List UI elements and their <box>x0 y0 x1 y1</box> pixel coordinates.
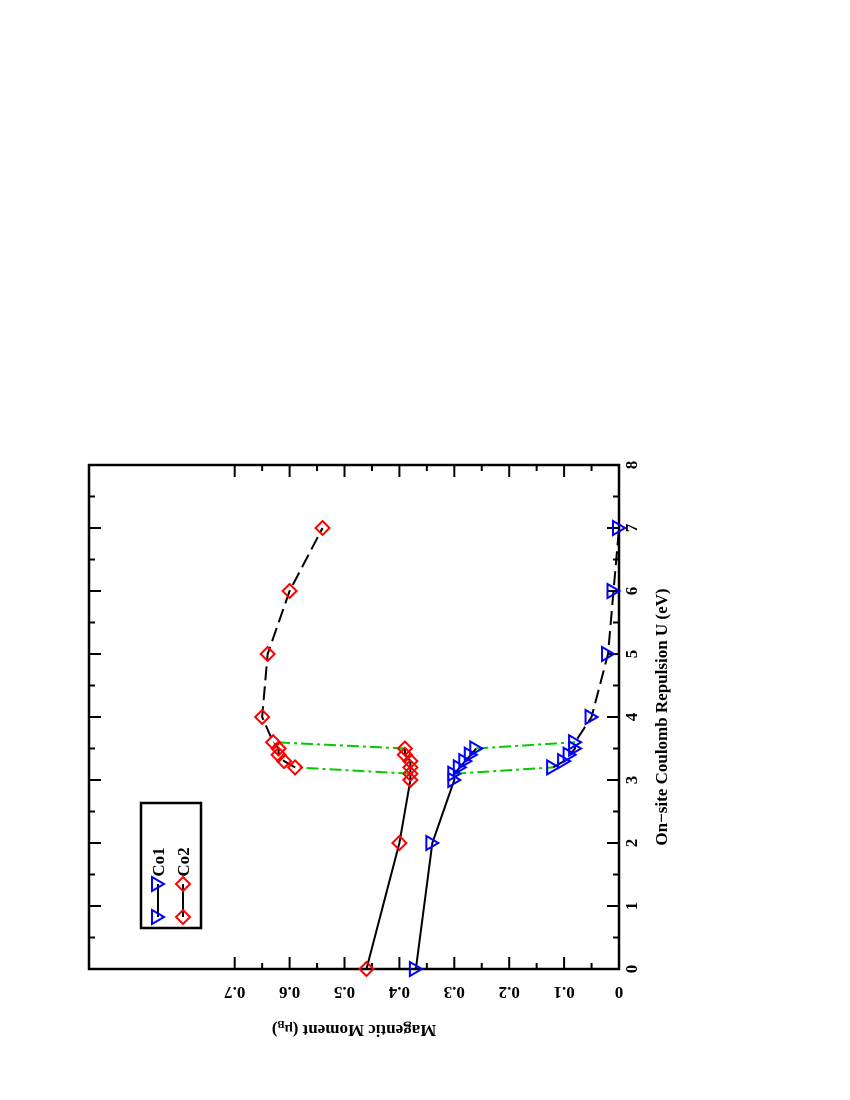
marker-co2 <box>281 582 299 600</box>
y-tick-label: 0.4 <box>388 983 410 1002</box>
y-tick-label: 0.3 <box>444 983 465 1002</box>
y-tick-label: 0.7 <box>224 983 246 1002</box>
marker-co2 <box>401 752 419 770</box>
legend: Co1 Co2 <box>139 801 203 930</box>
legend-diamond-icon <box>174 875 192 893</box>
legend-entry-co2: Co2 <box>174 847 193 926</box>
marker-co1 <box>568 733 584 751</box>
ticks <box>89 464 620 970</box>
marker-co1 <box>469 739 485 758</box>
series-markers <box>253 519 627 978</box>
marker-co1 <box>584 708 600 726</box>
x-tick-label: 4 <box>622 712 641 721</box>
legend-diamond-icon <box>174 908 192 926</box>
marker-co2 <box>401 758 419 776</box>
x-tick-label: 1 <box>622 902 641 911</box>
x-tick-label: 3 <box>622 776 641 785</box>
y-tick-label: 0 <box>615 983 624 1002</box>
transition-line-co1 <box>454 766 554 775</box>
marker-co2 <box>396 740 414 757</box>
y-tick-label: 0.2 <box>499 983 520 1002</box>
transition-line-co2 <box>295 766 411 775</box>
y-tick-label: 0.6 <box>279 983 300 1002</box>
legend-box <box>139 801 203 930</box>
marker-co2 <box>396 746 414 764</box>
marker-co1 <box>425 834 441 852</box>
series-line-co2-high <box>261 527 324 769</box>
marker-co2 <box>270 740 288 757</box>
marker-co2 <box>275 752 293 770</box>
legend-entry-co1: Co1 <box>149 847 168 926</box>
x-axis-label: On−site Coulomb Repulsion U (eV) <box>652 588 671 845</box>
marker-co1 <box>408 960 424 978</box>
y-tick-label: 0.5 <box>334 983 355 1002</box>
marker-co2 <box>358 960 375 978</box>
marker-co2 <box>259 645 277 663</box>
y-axis-label-sub: B <box>277 1018 285 1030</box>
x-tick-label: 6 <box>622 587 641 596</box>
x-tick-label: 0 <box>622 965 641 974</box>
marker-co2 <box>270 746 288 764</box>
transition-line-co1 <box>476 741 576 750</box>
legend-label-co1: Co1 <box>149 847 168 876</box>
marker-co1 <box>601 645 617 663</box>
y-axis-label: Magentic Moment (μB) <box>272 1018 436 1040</box>
marker-co2 <box>401 765 419 783</box>
marker-co1 <box>606 582 622 600</box>
plot-area: 0 1 2 3 4 5 6 7 8 0 0.1 0.2 0.3 0.4 0.5 0.6 0.7 <box>87 461 641 1002</box>
x-tick-label: 2 <box>622 839 641 848</box>
marker-co2 <box>401 771 419 789</box>
marker-co2 <box>253 708 271 726</box>
series-line-co1-low <box>414 747 478 970</box>
transition-line-co2 <box>273 741 405 750</box>
marker-co2 <box>390 834 408 852</box>
marker-co1 <box>612 519 627 537</box>
legend-triangle-icon <box>151 908 166 926</box>
x-tick-label: 7 <box>622 523 641 532</box>
y-axis-label-mu: μ <box>285 1021 293 1036</box>
x-tick-label: 5 <box>622 650 641 659</box>
tick-labels: 0 1 2 3 4 5 6 7 8 0 0.1 0.2 0.3 0.4 0.5 0.6 0.7 <box>224 461 641 1002</box>
marker-co1 <box>546 758 562 777</box>
legend-label-co2: Co2 <box>174 847 193 876</box>
y-tick-label: 0.1 <box>553 983 574 1002</box>
marker-co2 <box>314 519 331 537</box>
y-axis-label-close: ) <box>272 1021 278 1040</box>
y-axis-label-text: Magentic Moment ( <box>292 1021 436 1040</box>
marker-co2 <box>264 733 282 751</box>
x-tick-label: 8 <box>622 461 641 470</box>
legend-triangle-icon <box>151 875 166 893</box>
series-line-co1-high <box>552 527 620 769</box>
marker-co2 <box>286 758 304 776</box>
